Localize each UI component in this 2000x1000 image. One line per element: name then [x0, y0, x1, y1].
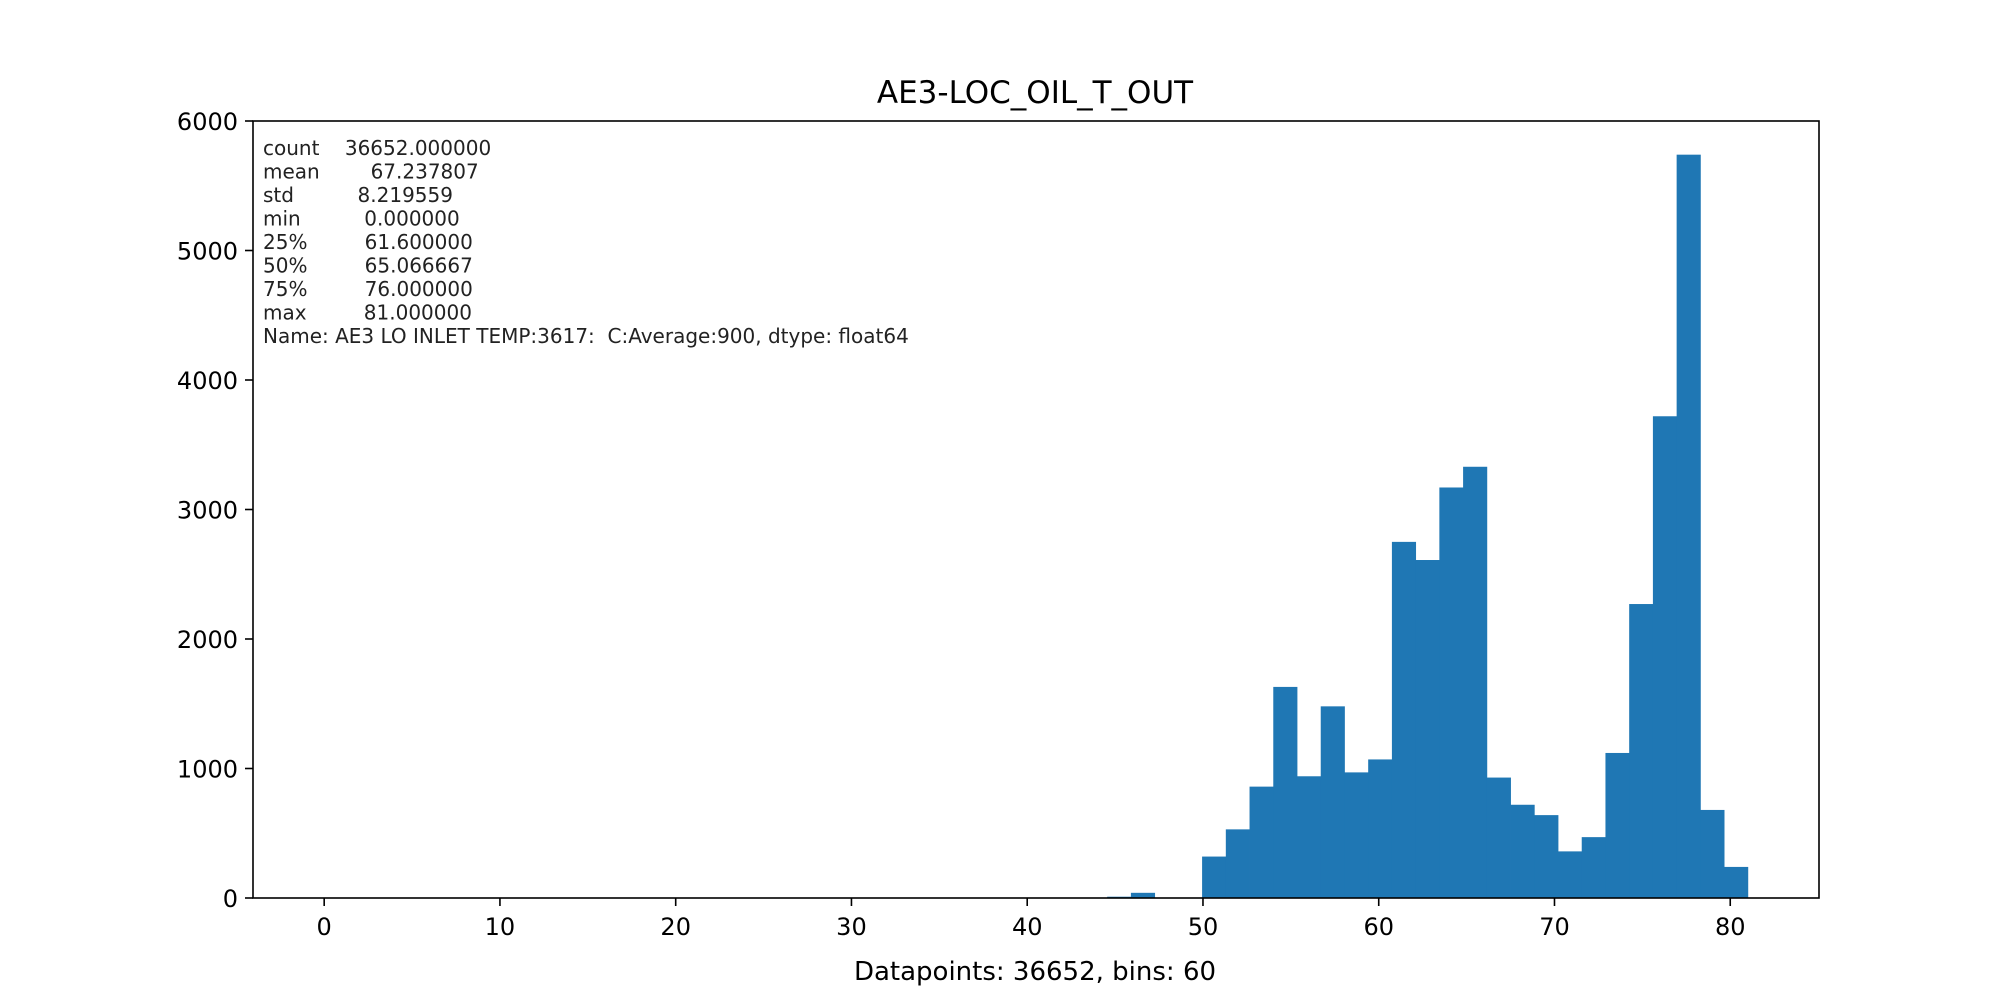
histogram-bar [1130, 892, 1156, 898]
histogram-bar [1344, 772, 1369, 898]
x-tick-label: 80 [1715, 913, 1746, 941]
x-axis: 0 10 20 30 40 50 60 70 80 [317, 898, 1746, 941]
histogram-bar [1486, 777, 1511, 898]
histogram-bar [1391, 541, 1417, 898]
histogram-bar [1202, 856, 1227, 898]
histogram-bar [1225, 829, 1250, 898]
histogram-bar [1297, 776, 1322, 898]
x-axis-label: Datapoints: 36652, bins: 60 [854, 957, 1216, 987]
histogram-bar [1273, 686, 1298, 898]
histogram-bar [1558, 851, 1583, 898]
histogram-bar [1676, 154, 1701, 899]
y-tick-label: 0 [223, 885, 238, 913]
histogram-bar [1439, 487, 1464, 898]
chart-title: AE3-LOC_OIL_T_OUT [877, 75, 1194, 111]
y-tick-label: 4000 [177, 367, 238, 395]
x-tick-label: 60 [1363, 913, 1394, 941]
histogram-bar [1510, 804, 1535, 898]
stats-line: count 36652.000000 [263, 136, 491, 160]
histogram-bar [1652, 416, 1678, 898]
histogram-bar [1581, 837, 1606, 898]
histogram-bar [1415, 560, 1440, 898]
y-tick-label: 2000 [177, 626, 238, 654]
y-tick-label: 1000 [177, 756, 238, 784]
stats-line: Name: AE3 LO INLET TEMP:3617: C:Average:… [263, 324, 909, 348]
histogram-bar [1463, 466, 1488, 898]
x-tick-label: 20 [660, 913, 691, 941]
x-tick-label: 70 [1539, 913, 1570, 941]
bars-group [1107, 154, 1749, 899]
stats-line: 25% 61.600000 [263, 230, 473, 254]
stats-line: 50% 65.066667 [263, 254, 473, 278]
y-tick-label: 6000 [177, 108, 238, 136]
y-tick-label: 5000 [177, 238, 238, 266]
histogram-bar [1724, 866, 1749, 898]
y-tick-label: 3000 [177, 497, 238, 525]
x-tick-label: 30 [836, 913, 867, 941]
stats-line: min 0.000000 [263, 207, 460, 231]
x-tick-label: 0 [317, 913, 332, 941]
stats-line: mean 67.237807 [263, 160, 479, 184]
stats-line: std 8.219559 [263, 183, 453, 207]
histogram-bar [1534, 815, 1559, 898]
x-tick-label: 50 [1188, 913, 1219, 941]
stats-line: max 81.000000 [263, 301, 472, 325]
histogram-bar [1629, 604, 1654, 898]
x-tick-label: 40 [1012, 913, 1043, 941]
histogram-bar [1249, 786, 1274, 898]
plot-frame [252, 120, 1820, 899]
histogram-bar [1605, 752, 1630, 898]
stats-line: 75% 76.000000 [263, 277, 473, 301]
x-tick-label: 10 [485, 913, 516, 941]
histogram-bar [1320, 706, 1345, 898]
histogram-bar [1368, 759, 1393, 898]
histogram-bar [1700, 809, 1725, 898]
y-axis: 0 1000 2000 3000 4000 5000 6000 [177, 108, 253, 913]
